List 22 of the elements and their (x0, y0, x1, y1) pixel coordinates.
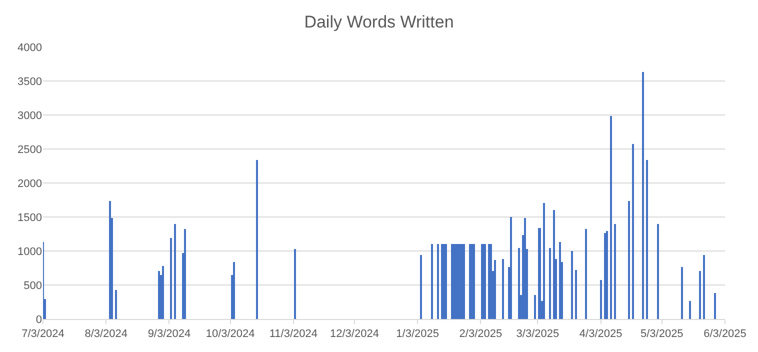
y-tick-label: 1500 (18, 212, 42, 224)
y-tick-label: 3000 (18, 110, 42, 122)
x-tick-label: 9/3/2024 (148, 328, 191, 340)
x-tick-label: 1/3/2025 (396, 328, 440, 340)
y-tick-label: 2000 (18, 178, 42, 190)
x-tick-label: 11/3/2024 (269, 328, 318, 340)
y-tick-label: 2500 (18, 144, 42, 156)
x-tick-label: 8/3/2024 (84, 328, 128, 340)
y-tick-label: 4000 (18, 42, 42, 54)
y-tick-label: 500 (24, 280, 42, 292)
x-tick-label: 3/3/2025 (516, 328, 560, 340)
x-tick-label: 10/3/2024 (206, 328, 255, 340)
x-tick-label: 7/3/2024 (22, 328, 64, 340)
x-tick-label: 2/3/2025 (459, 328, 502, 340)
x-tick-label: 4/3/2025 (579, 328, 622, 340)
x-tick-label: 6/3/2025 (704, 328, 746, 340)
x-tick-label: 5/3/2025 (640, 328, 684, 340)
y-tick-label: 0 (36, 314, 42, 326)
chart-title: Daily Words Written (304, 12, 454, 32)
y-tick-label: 3500 (18, 76, 42, 88)
x-tick-label: 12/3/2024 (330, 328, 379, 340)
y-tick-label: 1000 (18, 246, 42, 258)
